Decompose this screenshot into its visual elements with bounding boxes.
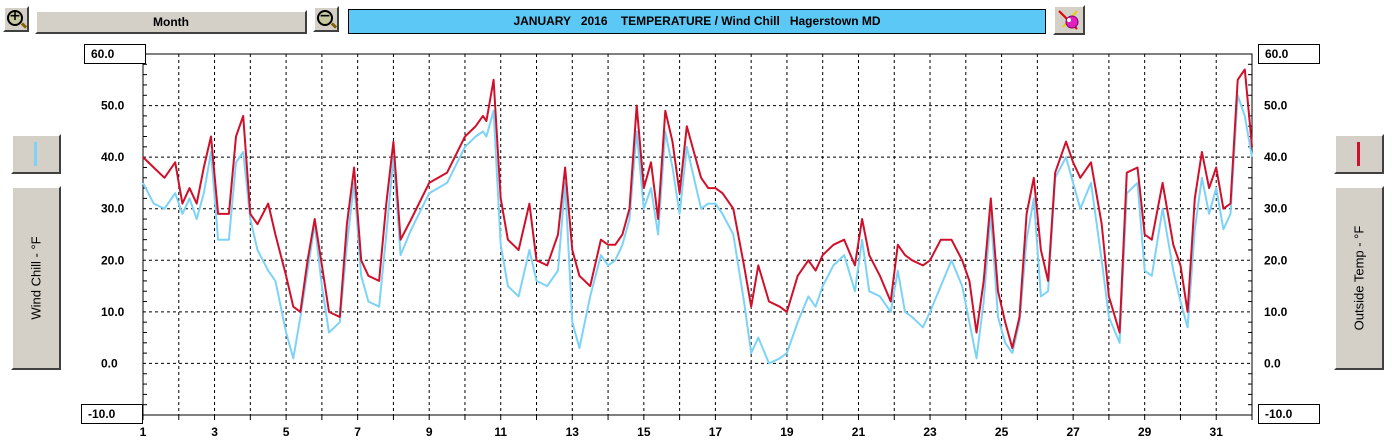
y-tick-label-left: 30.0 [101,202,125,216]
settings-button[interactable] [1053,5,1085,35]
zoom-in-button[interactable]: + [3,6,29,32]
period-selector-button[interactable]: Month [35,10,307,34]
x-tick-label: 3 [211,425,218,439]
y-tick-label-left: 50.0 [101,99,125,113]
outside-temp-legend-swatch [1357,142,1360,166]
y-tick-label-left: 0.0 [101,356,118,370]
outside-temp-axis-button[interactable]: Outside Temp - °F [1334,186,1384,370]
y-tick-label-right: 0.0 [1264,356,1281,370]
x-tick-label: 21 [852,425,866,439]
chart-title-bar: JANUARY 2016 TEMPERATURE / Wind Chill Ha… [348,9,1046,34]
y-tick-label-right: 40.0 [1264,150,1288,164]
outside-temp-series-line [142,68,1253,349]
x-tick-label: 29 [1138,425,1152,439]
x-tick-label: 7 [354,425,361,439]
x-tick-label: 19 [780,425,794,439]
wind-chill-series-line [142,94,1253,365]
y-tick-label-left: 10.0 [101,305,125,319]
x-tick-label: 5 [283,425,290,439]
y-tick-left-bottom: -10.0 [81,404,143,424]
x-tick-label: 23 [923,425,937,439]
x-tick-label: 1 [140,425,147,439]
y-tick-label-left: 40.0 [101,150,125,164]
x-tick-label: 13 [566,425,580,439]
x-tick-label: 11 [494,425,507,439]
y-tick-right-bottom: -10.0 [1258,404,1320,424]
outside-temp-legend-button[interactable] [1334,134,1384,174]
wind-chill-axis-button[interactable]: Wind Chill - °F [11,186,61,370]
y-tick-label-left: 20.0 [101,253,125,267]
plot-area [142,53,1253,416]
x-tick-label: 15 [637,425,651,439]
wind-chill-legend-button[interactable] [11,134,61,174]
y-tick-left-top: 60.0 [84,44,146,64]
y-tick-label-right: 20.0 [1264,253,1288,267]
y-tick-label-right: 30.0 [1264,202,1288,216]
x-tick-label: 17 [709,425,723,439]
x-tick-label: 27 [1066,425,1080,439]
x-tick-label: 9 [426,425,433,439]
wind-chill-legend-swatch [34,142,37,166]
y-tick-label-right: 10.0 [1264,305,1288,319]
zoom-out-button[interactable]: − [313,6,339,32]
paint-palette-icon [1058,10,1079,30]
zoom-in-icon [7,10,23,26]
x-tick-label: 31 [1210,425,1224,439]
zoom-out-icon [317,10,333,26]
y-tick-label-right: 50.0 [1264,99,1288,113]
x-tick-label: 25 [995,425,1009,439]
y-tick-right-top: 60.0 [1258,44,1320,64]
